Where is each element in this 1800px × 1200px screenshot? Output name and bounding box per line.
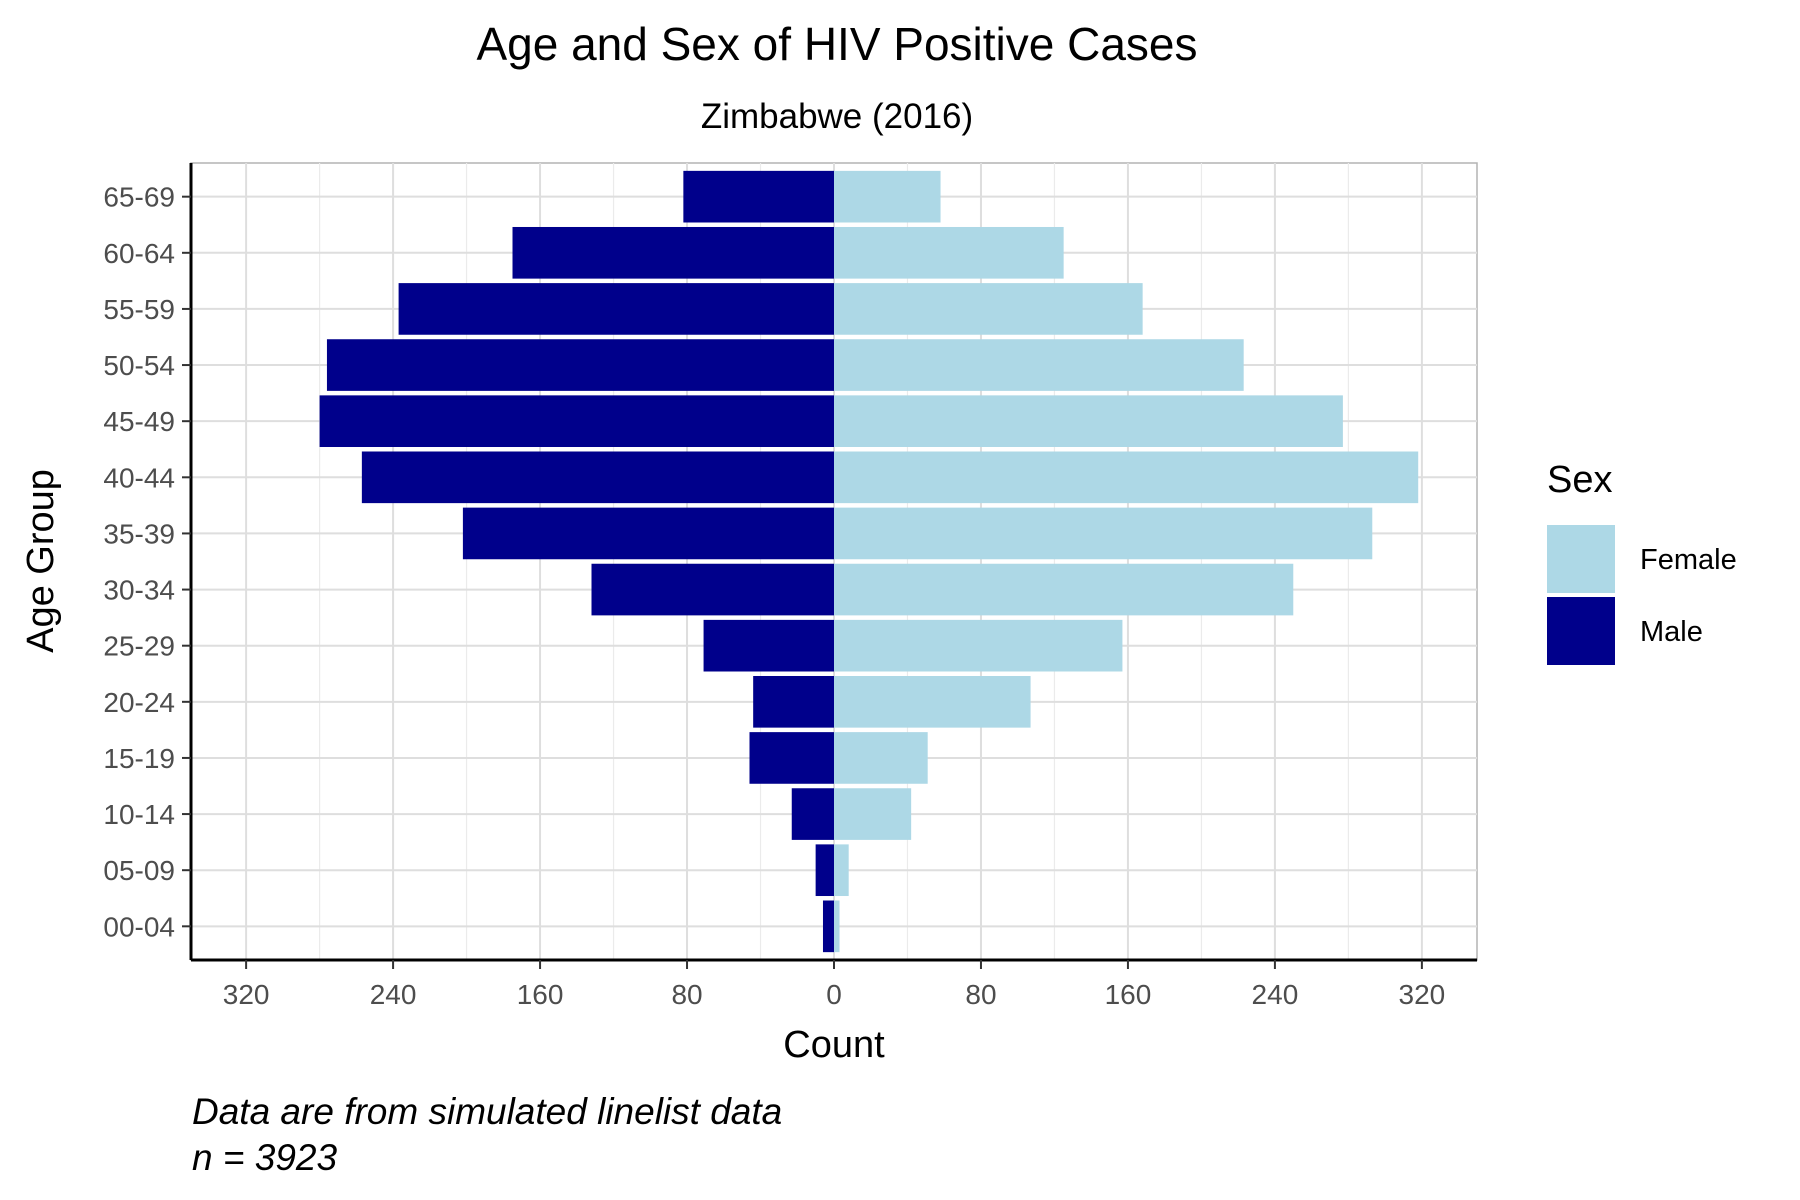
bar-male-05-09 xyxy=(815,844,834,897)
x-axis-ticks: 320 240 160 80 0 80 160 240 320 xyxy=(223,960,1445,1010)
bar-male-30-34 xyxy=(591,563,834,616)
bar-male-55-59 xyxy=(398,283,834,335)
bar-male-20-24 xyxy=(753,675,834,728)
y-axis-title: Age Group xyxy=(20,469,62,653)
bar-male-15-19 xyxy=(749,732,834,784)
bar-female-50-54 xyxy=(834,339,1244,391)
plot-panel: 320 240 160 80 0 80 160 240 320 00-04 05-09 10-14 1… xyxy=(103,162,1478,1010)
bar-female-10-14 xyxy=(834,788,912,840)
legend-label-male: Male xyxy=(1640,616,1703,648)
y-tick-label: 40-44 xyxy=(103,462,175,493)
x-tick-label: 160 xyxy=(1105,979,1152,1010)
bar-male-65-69 xyxy=(683,170,834,223)
y-tick-label: 30-34 xyxy=(103,575,175,606)
bar-female-55-59 xyxy=(834,283,1143,335)
x-tick-label: 0 xyxy=(826,979,842,1010)
x-tick-label: 240 xyxy=(1252,979,1299,1010)
y-tick-label: 55-59 xyxy=(103,294,175,325)
bar-female-35-39 xyxy=(834,507,1373,560)
caption-line-1: Data are from simulated linelist data xyxy=(192,1091,782,1132)
y-tick-label: 05-09 xyxy=(103,855,175,886)
y-tick-label: 35-39 xyxy=(103,518,175,549)
bar-female-30-34 xyxy=(834,563,1294,616)
x-tick-label: 320 xyxy=(1399,979,1446,1010)
x-axis-title: Count xyxy=(783,1024,885,1066)
y-tick-label: 60-64 xyxy=(103,238,175,269)
legend-key-male xyxy=(1547,597,1615,665)
y-tick-label: 50-54 xyxy=(103,350,175,381)
bar-female-00-04 xyxy=(834,900,840,953)
bar-male-60-64 xyxy=(512,226,834,279)
chart-subtitle: Zimbabwe (2016) xyxy=(701,97,973,136)
y-tick-label: 10-14 xyxy=(103,799,175,830)
bar-female-60-64 xyxy=(834,226,1064,279)
bar-male-10-14 xyxy=(791,788,834,840)
y-tick-label: 15-19 xyxy=(103,743,175,774)
bar-female-65-69 xyxy=(834,170,941,223)
legend-title: Sex xyxy=(1547,459,1612,501)
x-tick-label: 320 xyxy=(223,979,270,1010)
bars xyxy=(319,170,1419,953)
bar-female-15-19 xyxy=(834,732,928,784)
bar-male-25-29 xyxy=(703,619,834,672)
bar-male-50-54 xyxy=(326,339,834,391)
bar-male-40-44 xyxy=(361,451,834,504)
caption-line-2: n = 3923 xyxy=(192,1137,337,1178)
legend: Sex Female Male xyxy=(1547,459,1737,665)
y-axis-ticks: 00-04 05-09 10-14 15-19 20-24 25-29 30-34 35-39… xyxy=(103,182,191,942)
bar-female-25-29 xyxy=(834,619,1123,672)
y-tick-label: 65-69 xyxy=(103,182,175,213)
x-tick-label: 240 xyxy=(370,979,417,1010)
y-tick-label: 45-49 xyxy=(103,406,175,437)
bar-female-40-44 xyxy=(834,451,1419,504)
y-tick-label: 00-04 xyxy=(103,911,175,942)
y-tick-label: 25-29 xyxy=(103,631,175,662)
chart-title: Age and Sex of HIV Positive Cases xyxy=(476,18,1197,70)
bar-male-35-39 xyxy=(462,507,834,560)
y-tick-label: 20-24 xyxy=(103,687,175,718)
x-tick-label: 80 xyxy=(671,979,702,1010)
bar-female-45-49 xyxy=(834,395,1343,448)
bar-male-00-04 xyxy=(822,900,834,953)
bar-female-05-09 xyxy=(834,844,849,897)
bar-female-20-24 xyxy=(834,675,1031,728)
legend-label-female: Female xyxy=(1640,544,1737,576)
x-tick-label: 80 xyxy=(965,979,996,1010)
bar-male-45-49 xyxy=(319,395,835,448)
legend-key-female xyxy=(1547,525,1615,593)
x-tick-label: 160 xyxy=(517,979,564,1010)
